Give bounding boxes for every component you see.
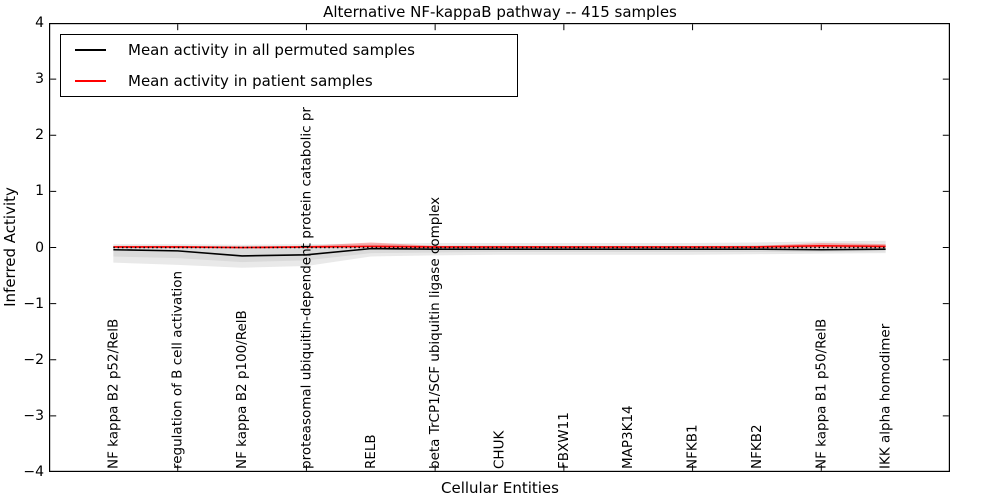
entity-label: MAP3K14 [620,405,636,469]
entity-label: RELB [363,434,379,469]
y-tick-label: 0 [35,239,44,256]
entity-label: proteasomal ubiquitin-dependent protein … [298,107,314,469]
entity-label: IKK alpha homodimer [878,323,894,469]
entity-label: FBXW11 [556,412,572,469]
y-tick-label: −3 [23,407,44,424]
plot-area: NF kappa B2 p52/RelB regulation of B cell… [49,23,950,472]
series-line-mean-activity-in-patient-samples [113,245,886,249]
axes-frame [49,23,950,472]
legend-label-patient: Mean activity in patient samples [128,71,373,90]
entity-label: NF kappa B1 p50/RelB [813,319,829,469]
entity-label: NF kappa B2 p52/RelB [105,319,121,469]
entity-label: NFKB2 [749,424,765,469]
y-tick-label: 1 [35,183,44,200]
y-tick-label: 2 [35,127,44,144]
entity-label: NF kappa B2 p100/RelB [234,310,250,469]
legend-entry-patient: Mean activity in patient samples [61,66,517,96]
chart-title: Alternative NF-kappaB pathway -- 415 sam… [323,3,677,21]
y-tick-label: 4 [35,15,44,31]
x-axis-label: Cellular Entities [441,479,559,497]
y-tick-label: −1 [23,295,44,312]
legend-label-permuted: Mean activity in all permuted samples [128,41,415,60]
legend-line-sample-permuted [75,49,106,52]
y-tick-label: −4 [23,464,44,480]
entity-label: regulation of B cell activation [170,271,186,469]
legend: Mean activity in all permuted samples Me… [60,34,518,97]
entity-label: NFKB1 [685,424,701,469]
series-line-mean-activity-in-all-permuted-samples [113,247,886,257]
entity-label: CHUK [492,430,508,469]
legend-line-sample-patient [75,79,106,82]
y-tick-label: 3 [35,71,44,88]
y-tick-label: −2 [23,351,44,368]
legend-entry-permuted: Mean activity in all permuted samples [61,35,517,65]
entity-label: beta TrCP1/SCF ubiquitin ligase complex [427,197,443,469]
